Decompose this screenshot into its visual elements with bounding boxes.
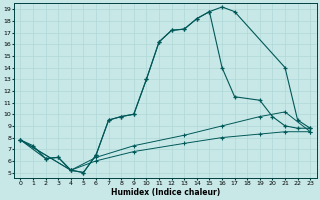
X-axis label: Humidex (Indice chaleur): Humidex (Indice chaleur) bbox=[111, 188, 220, 197]
